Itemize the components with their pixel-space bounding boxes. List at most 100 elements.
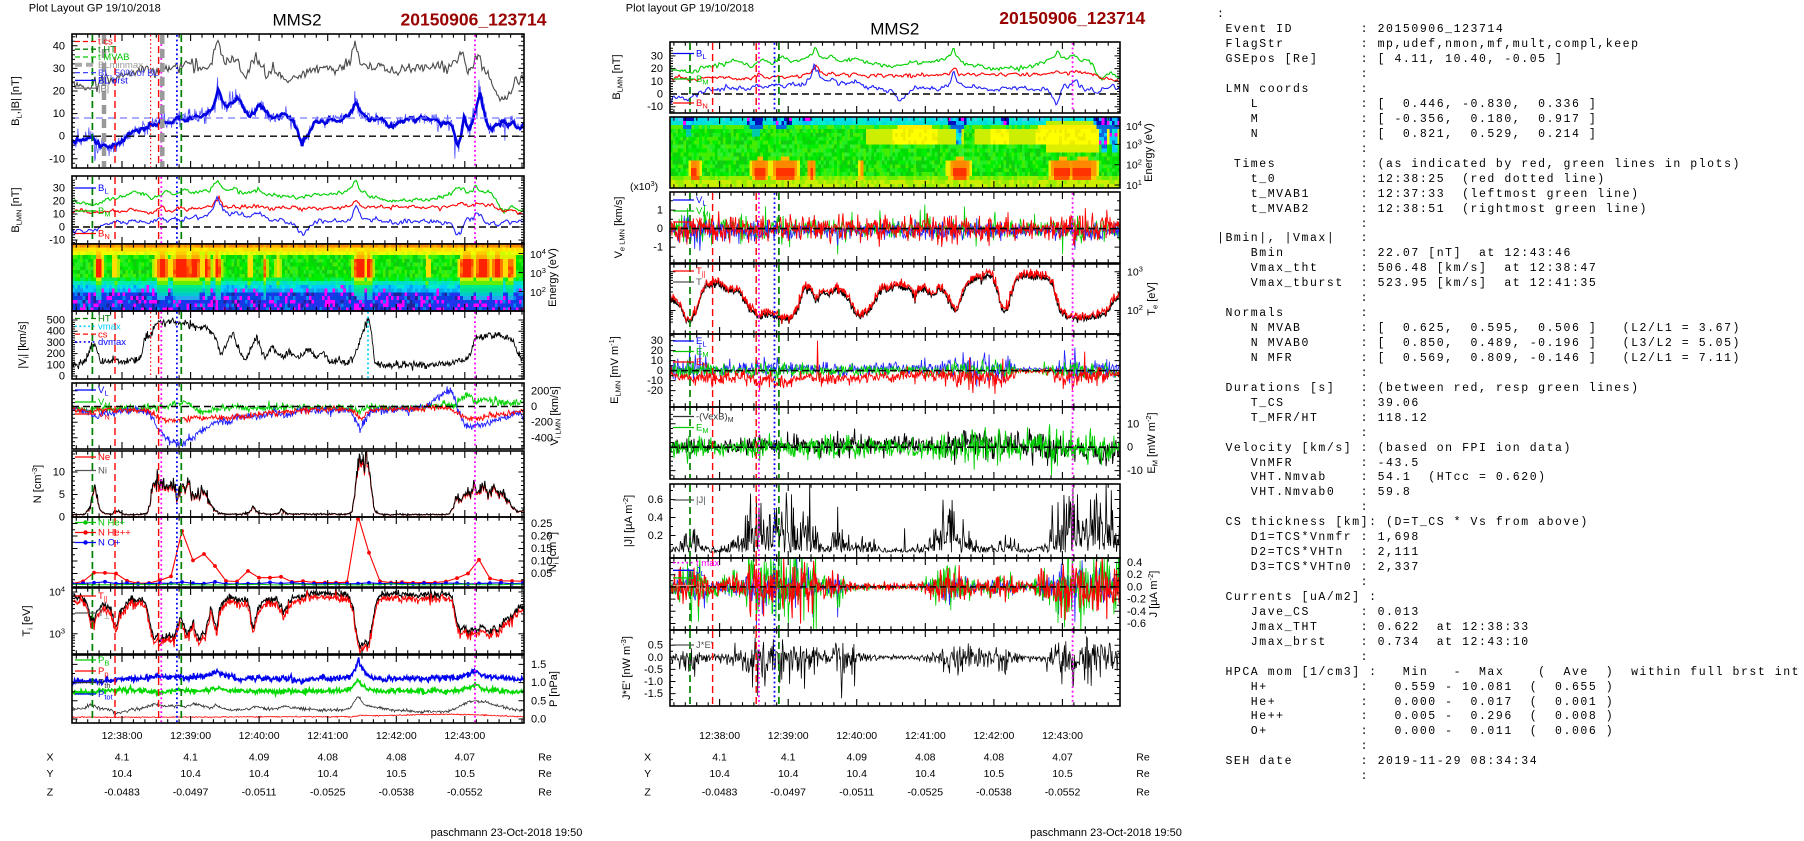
svg-text:BLMN [nT]: BLMN [nT] [611,54,625,99]
svg-text:-0.0497: -0.0497 [770,786,806,798]
svg-text:4.08: 4.08 [915,752,936,764]
svg-text:Re: Re [1136,768,1150,780]
svg-text:X: X [46,752,53,764]
svg-text:-0.0552: -0.0552 [1045,786,1081,798]
svg-text:500: 500 [47,315,65,327]
svg-text:12:40:00: 12:40:00 [836,730,877,742]
svg-text:J [µA m-2]: J [µA m-2] [1146,571,1160,618]
svg-text:0: 0 [59,131,65,143]
svg-text:0: 0 [657,223,663,235]
svg-text:10.4: 10.4 [317,768,338,780]
svg-text:0.4: 0.4 [1127,557,1142,569]
svg-text:0: 0 [531,401,537,413]
svg-text:0.0: 0.0 [531,714,546,726]
svg-text:10.4: 10.4 [915,768,936,780]
svg-text:VN: VN [696,217,708,230]
svg-text:10: 10 [53,467,65,479]
svg-text:300: 300 [47,337,65,349]
svg-text:10.4: 10.4 [112,768,133,780]
svg-text:Z: Z [644,786,651,798]
svg-text:-0.0483: -0.0483 [104,786,140,798]
svg-text:t HT: t HT [98,44,116,55]
svg-text:0.0: 0.0 [648,652,663,664]
svg-text:J*E': J*E' [696,640,713,651]
svg-text:0: 0 [59,371,65,383]
svg-text:BLMN [nT]: BLMN [nT] [10,187,24,232]
svg-text:12:43:00: 12:43:00 [1042,730,1083,742]
svg-text:BM: BM [98,206,111,219]
svg-text:10: 10 [651,76,663,88]
svg-text:J*E' [nW m-3]: J*E' [nW m-3] [619,636,633,700]
svg-text:HT: HT [98,314,111,325]
svg-text:-0.0511: -0.0511 [839,786,874,798]
svg-text:t max: t max [696,558,719,569]
svg-text:10.4: 10.4 [709,768,730,780]
svg-text:20: 20 [651,345,663,357]
svg-text:10.4: 10.4 [249,768,270,780]
svg-text:30: 30 [651,335,663,347]
svg-text:-0.4: -0.4 [1127,606,1146,618]
svg-text:T||: T|| [696,266,706,279]
svg-text:Re: Re [538,768,552,780]
svg-text:BL,|B| [nT]: BL,|B| [nT] [10,76,24,126]
svg-text:-0.0525: -0.0525 [310,786,346,798]
svg-text:100: 100 [47,359,65,371]
svg-text:12:38:00: 12:38:00 [699,730,740,742]
svg-text:0.0: 0.0 [1127,581,1142,593]
svg-text:4.09: 4.09 [846,752,867,764]
svg-text:-0.0552: -0.0552 [447,786,483,798]
svg-text:0: 0 [59,512,65,524]
svg-text:4.1: 4.1 [115,752,130,764]
svg-text:10.5: 10.5 [455,768,476,780]
svg-text:Y: Y [46,768,53,780]
svg-text:20: 20 [651,63,663,75]
svg-text:Z: Z [47,786,54,798]
svg-text:VN: VN [98,409,110,422]
svg-text:dvmax: dvmax [98,337,126,348]
svg-text:T⊥: T⊥ [696,277,708,290]
svg-text:400: 400 [47,326,65,338]
svg-text:12:43:00: 12:43:00 [444,730,485,742]
svg-text:200: 200 [531,385,549,397]
svg-text:0.4: 0.4 [648,512,663,524]
svg-text:10: 10 [1127,418,1139,430]
svg-text:4.1: 4.1 [712,752,727,764]
svg-text:0: 0 [59,222,65,234]
svg-text:Energy (eV): Energy (eV) [547,248,559,307]
svg-text:12:42:00: 12:42:00 [973,730,1014,742]
svg-text:12:41:00: 12:41:00 [905,730,946,742]
svg-text:10.4: 10.4 [778,768,799,780]
svg-text:|J| [µA m-2]: |J| [µA m-2] [621,495,635,547]
svg-text:0: 0 [657,365,663,377]
svg-text:Ne: Ne [98,452,110,463]
svg-text:4.1: 4.1 [781,752,796,764]
svg-text:(x103): (x103) [630,179,658,193]
svg-text:BN: BN [98,229,110,242]
svg-text:-0.0538: -0.0538 [378,786,414,798]
svg-text:1.5: 1.5 [531,659,546,671]
svg-text:Ptot: Ptot [98,689,114,702]
svg-text:BL, 50% of BL: BL, 50% of BL [98,68,159,79]
svg-text:0: 0 [657,89,663,101]
svg-text:EL: EL [696,336,707,349]
svg-text:10.5: 10.5 [984,768,1005,780]
svg-text:BL: BL [696,49,707,62]
svg-text:-20: -20 [647,385,663,397]
svg-text:0.10: 0.10 [531,556,552,568]
svg-text:-1: -1 [653,242,663,254]
svg-text:EN: EN [696,357,708,370]
svg-text:-0.5: -0.5 [644,664,663,676]
svg-text:MMS2: MMS2 [272,11,321,30]
svg-text:30: 30 [651,50,663,62]
svg-text:Y: Y [644,768,651,780]
svg-text:-10: -10 [647,101,663,113]
svg-text:cs: cs [98,329,108,340]
svg-text:X: X [644,752,651,764]
svg-text:Re: Re [538,752,552,764]
svg-text:|Vi| [km/s]: |Vi| [km/s] [17,321,31,368]
svg-text:Te [eV]: Te [eV] [1146,282,1160,316]
svg-text:EM [mW m-2]: EM [mW m-2] [1144,412,1160,473]
svg-text:VL: VL [696,195,707,208]
svg-text:12:39:00: 12:39:00 [768,730,809,742]
svg-text:-1.5: -1.5 [644,688,663,700]
